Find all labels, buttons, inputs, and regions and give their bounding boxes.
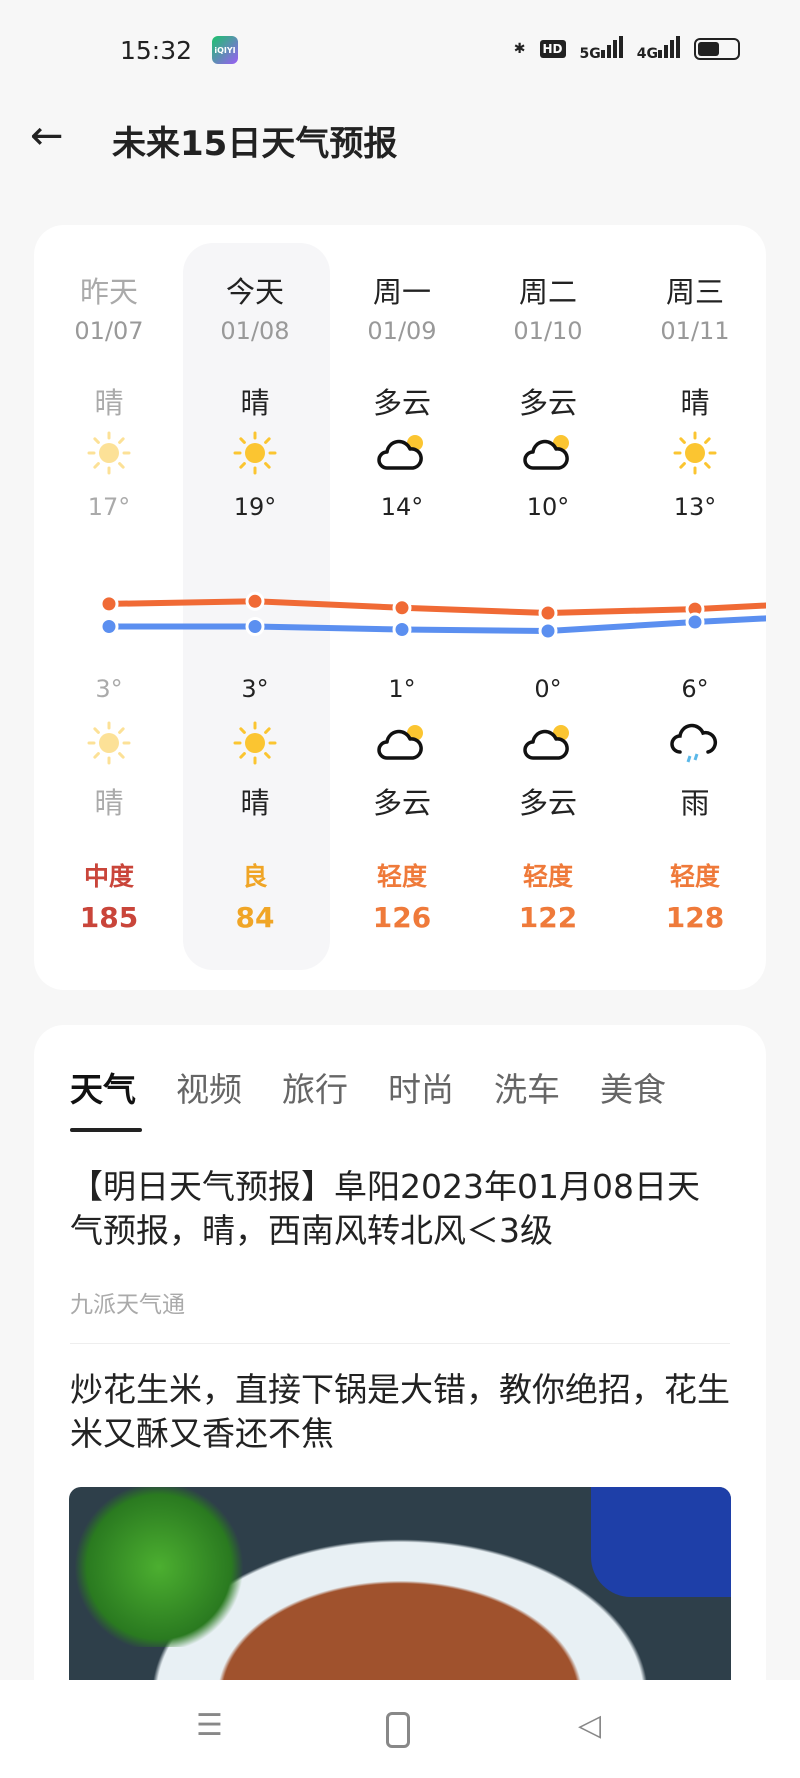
back-triangle-icon[interactable]: ◁ bbox=[578, 1708, 602, 1743]
day-condition: 晴 bbox=[240, 386, 270, 420]
article-source: 九派天气通 bbox=[70, 1292, 185, 1318]
high-temp: 13° bbox=[673, 493, 717, 521]
night-condition: 雨 bbox=[680, 786, 710, 820]
day-condition: 晴 bbox=[94, 386, 124, 420]
sun-icon bbox=[182, 720, 328, 770]
article-title[interactable]: 炒花生米，直接下锅是大错，教你绝招，花生米又酥又香还不焦 bbox=[70, 1370, 730, 1453]
day-name: 昨天 bbox=[79, 275, 138, 309]
aqi-value: 84 bbox=[235, 901, 275, 934]
clock: 15:32 bbox=[120, 36, 193, 65]
forecast-day[interactable]: 周二 01/10 多云 10° 0° 多云 轻度 122 bbox=[475, 225, 621, 990]
aqi-label: 轻度 bbox=[669, 862, 720, 891]
aqi-value: 128 bbox=[665, 901, 725, 934]
day-name: 周一 bbox=[372, 275, 431, 309]
day-name: 周二 bbox=[518, 275, 577, 309]
day-date: 01/09 bbox=[367, 317, 437, 345]
forecast-day[interactable]: 周三 01/11 晴 13° 6° 雨 轻度 128 bbox=[622, 225, 766, 990]
article-title[interactable]: 【明日天气预报】阜阳2023年01月08日天气预报，晴，西南风转北风＜3级 bbox=[70, 1167, 700, 1250]
aqi-value: 126 bbox=[372, 901, 432, 934]
aqi-label: 轻度 bbox=[376, 862, 427, 891]
sun-icon bbox=[182, 430, 328, 480]
sun-icon bbox=[622, 430, 766, 480]
bluetooth-icon: ✱ bbox=[513, 41, 526, 57]
menu-icon[interactable]: ☰ bbox=[196, 1708, 223, 1743]
high-temp: 10° bbox=[526, 493, 570, 521]
day-date: 01/08 bbox=[220, 317, 290, 345]
news-card: 天气 视频 旅行 时尚 洗车 美食 【明日天气预报】阜阳2023年01月08日天气预报，晴… bbox=[34, 1025, 766, 1725]
day-name: 今天 bbox=[225, 275, 284, 309]
high-temp: 17° bbox=[87, 493, 131, 521]
day-date: 01/10 bbox=[513, 317, 583, 345]
aqi-label: 良 bbox=[242, 862, 268, 891]
sun-icon bbox=[36, 430, 182, 480]
cloud-icon bbox=[475, 430, 621, 480]
aqi-value: 122 bbox=[518, 901, 578, 934]
day-condition: 多云 bbox=[372, 386, 431, 420]
divider bbox=[70, 1343, 730, 1344]
night-condition: 晴 bbox=[94, 786, 124, 820]
day-condition: 多云 bbox=[518, 386, 577, 420]
day-condition: 晴 bbox=[680, 386, 710, 420]
low-temp: 6° bbox=[681, 675, 709, 703]
aqi-value: 185 bbox=[79, 901, 139, 934]
low-temp: 3° bbox=[241, 675, 269, 703]
forecast-day[interactable]: 昨天 01/07 晴 17° 3° 晴 中度 185 bbox=[36, 225, 182, 990]
hd-icon: HD bbox=[539, 40, 566, 58]
forecast-card: 昨天 01/07 晴 17° 3° 晴 中度 185 今天 01/08 晴 19°… bbox=[34, 225, 766, 990]
tab-item[interactable]: 美食 bbox=[600, 1070, 666, 1109]
forecast-day[interactable]: 今天 01/08 晴 19° 3° 晴 良 84 bbox=[182, 225, 328, 990]
day-date: 01/11 bbox=[660, 317, 730, 345]
forecast-day[interactable]: 周一 01/09 多云 14° 1° 多云 轻度 126 bbox=[329, 225, 475, 990]
signal-5g-icon: 5G bbox=[580, 36, 623, 62]
status-bar: 15:32 iQIYI ✱ HD 5G 4G bbox=[0, 30, 800, 70]
low-temp: 3° bbox=[95, 675, 123, 703]
feed-tabs: 天气 视频 旅行 时尚 洗车 美食 bbox=[70, 1063, 666, 1111]
home-icon[interactable] bbox=[386, 1712, 410, 1748]
cloud-icon bbox=[329, 430, 475, 480]
tab-item[interactable]: 视频 bbox=[176, 1070, 242, 1109]
tab-item[interactable]: 天气 bbox=[70, 1070, 136, 1109]
navigation-bar: ☰ ◁ bbox=[0, 1680, 800, 1778]
tab-item[interactable]: 洗车 bbox=[494, 1070, 560, 1109]
active-tab-indicator bbox=[70, 1128, 142, 1132]
rain-icon bbox=[622, 720, 766, 770]
aqi-label: 中度 bbox=[83, 862, 134, 891]
night-condition: 多云 bbox=[372, 786, 431, 820]
page-title: 未来15日天气预报 bbox=[112, 124, 398, 164]
sun-icon bbox=[36, 720, 182, 770]
low-temp: 1° bbox=[388, 675, 416, 703]
cloud-icon bbox=[329, 720, 475, 770]
back-button[interactable]: ← bbox=[30, 113, 64, 159]
cloud-icon bbox=[475, 720, 621, 770]
tab-item[interactable]: 旅行 bbox=[282, 1070, 348, 1109]
signal-4g-icon: 4G bbox=[637, 36, 680, 62]
high-temp: 19° bbox=[233, 493, 277, 521]
night-condition: 晴 bbox=[240, 786, 270, 820]
high-temp: 14° bbox=[380, 493, 424, 521]
day-name: 周三 bbox=[665, 275, 724, 309]
tab-item[interactable]: 时尚 bbox=[388, 1070, 454, 1109]
aqi-label: 轻度 bbox=[522, 862, 573, 891]
battery-icon bbox=[694, 38, 740, 60]
night-condition: 多云 bbox=[518, 786, 577, 820]
iqiyi-app-icon: iQIYI bbox=[212, 36, 238, 64]
low-temp: 0° bbox=[534, 675, 562, 703]
day-date: 01/07 bbox=[74, 317, 144, 345]
article-image[interactable] bbox=[69, 1487, 731, 1707]
